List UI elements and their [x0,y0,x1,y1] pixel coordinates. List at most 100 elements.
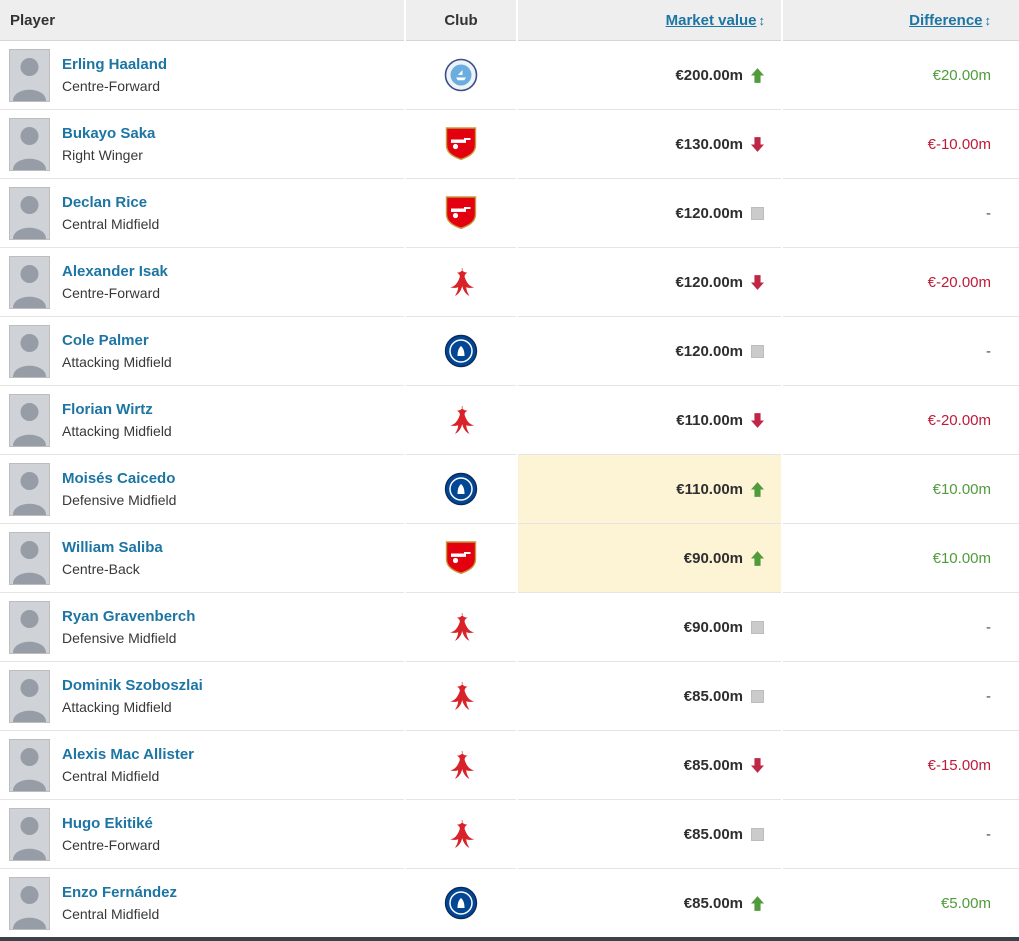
market-value-sort-label: Market value [665,11,757,29]
difference-value: - [781,799,1019,869]
market-value-cell: €200.00m [516,40,782,110]
player-photo[interactable] [9,186,50,240]
player-photo[interactable] [9,876,50,930]
club-crest-chelsea[interactable] [444,472,478,506]
player-position: Attacking Midfield [62,423,172,439]
trend-up-icon [751,67,764,83]
club-crest-liverpool[interactable] [448,750,475,781]
player-photo[interactable] [9,324,50,378]
market-value: €85.00m [683,825,743,843]
trend-down-icon [751,136,764,152]
player-name-link[interactable]: Moisés Caicedo [62,470,176,487]
player-position: Centre-Forward [62,837,161,853]
table-row: Bukayo Saka Right Winger €130.00m €-10.00m [0,109,1019,179]
player-photo[interactable] [9,738,50,792]
player-position: Central Midfield [62,906,160,922]
difference-value: - [781,178,1019,248]
player-photo[interactable] [9,807,50,861]
market-value-cell: €90.00m [516,523,782,593]
player-photo[interactable] [9,255,50,309]
player-photo[interactable] [9,600,50,654]
table-row: Florian Wirtz Attacking Midfield €110.00m €… [0,385,1019,455]
no-change-icon [751,689,764,703]
player-name-link[interactable]: Hugo Ekitiké [62,815,153,832]
market-value: €120.00m [675,204,743,222]
player-position: Attacking Midfield [62,699,172,715]
difference-sort-link[interactable]: Difference ↕ [909,12,991,29]
player-name-link[interactable]: Bukayo Saka [62,125,156,142]
player-name-link[interactable]: William Saliba [62,539,163,556]
market-value-cell: €90.00m [516,592,782,662]
market-value: €200.00m [675,66,743,84]
market-value-sort-link[interactable]: Market value ↕ [666,12,765,29]
market-value: €130.00m [675,135,743,153]
player-photo[interactable] [9,117,50,171]
table-row: Alexis Mac Allister Central Midfield €85.0… [0,730,1019,800]
difference-value: €-20.00m [781,385,1019,455]
difference-value: €10.00m [781,454,1019,524]
market-value-cell: €120.00m [516,247,782,317]
market-value: €85.00m [683,756,743,774]
market-value-cell: €85.00m [516,730,782,800]
club-crest-arsenal[interactable] [444,195,478,231]
market-value: €85.00m [683,687,743,705]
player-position: Defensive Midfield [62,492,177,508]
player-name-link[interactable]: Cole Palmer [62,332,149,349]
market-value-cell: €130.00m [516,109,782,179]
market-value: €110.00m [676,480,743,498]
difference-value: - [781,316,1019,386]
trend-up-icon [751,481,764,497]
club-crest-chelsea[interactable] [444,886,478,920]
player-position: Centre-Back [62,561,140,577]
column-header-player: Player [0,0,405,41]
player-name-link[interactable]: Alexander Isak [62,263,168,280]
table-row: Enzo Fernández Central Midfield €85.00m €5.… [0,868,1019,940]
player-name-link[interactable]: Florian Wirtz [62,401,153,418]
player-photo[interactable] [9,531,50,585]
market-value: €90.00m [683,618,743,636]
player-position: Centre-Forward [62,78,161,94]
player-name-link[interactable]: Ryan Gravenberch [62,608,196,625]
club-crest-liverpool[interactable] [448,612,475,643]
club-crest-arsenal[interactable] [444,540,478,576]
market-value: €90.00m [683,549,743,567]
table-row: Alexander Isak Centre-Forward €120.00m €-20… [0,247,1019,317]
market-value: €110.00m [676,411,743,429]
club-crest-arsenal[interactable] [444,126,478,162]
table-row: Declan Rice Central Midfield €120.00m - [0,178,1019,248]
club-crest-liverpool[interactable] [448,405,475,436]
club-crest-liverpool[interactable] [448,819,475,850]
no-change-icon [751,344,764,358]
trend-down-icon [751,757,764,773]
club-crest-liverpool[interactable] [448,267,475,298]
table-row: Cole Palmer Attacking Midfield €120.00m - [0,316,1019,386]
player-photo[interactable] [9,669,50,723]
trend-up-icon [751,895,764,911]
club-crest-manchester-city[interactable] [444,58,478,92]
trend-up-icon [751,550,764,566]
table-row: William Saliba Centre-Back €90.00m €10.00m [0,523,1019,593]
player-name-link[interactable]: Dominik Szoboszlai [62,677,203,694]
market-value-cell: €85.00m [516,799,782,869]
trend-down-icon [751,412,764,428]
column-header-club: Club [404,0,517,41]
player-photo[interactable] [9,48,50,102]
player-name-link[interactable]: Enzo Fernández [62,884,178,901]
column-header-market-value: Market value ↕ [516,0,782,41]
player-name-link[interactable]: Erling Haaland [62,56,168,73]
player-name-link[interactable]: Alexis Mac Allister [62,746,195,763]
market-value: €120.00m [675,273,743,291]
market-value: €85.00m [683,894,743,912]
player-name-link[interactable]: Declan Rice [62,194,148,211]
difference-value: €-10.00m [781,109,1019,179]
player-photo[interactable] [9,393,50,447]
table-header-row: Player Club Market value ↕ Difference ↕ [0,0,1019,41]
table-row: Dominik Szoboszlai Attacking Midfield €85.… [0,661,1019,731]
club-crest-liverpool[interactable] [448,681,475,712]
market-value-cell: €110.00m [516,454,782,524]
player-position: Centre-Forward [62,285,161,301]
player-photo[interactable] [9,462,50,516]
club-crest-chelsea[interactable] [444,334,478,368]
market-value-cell: €110.00m [516,385,782,455]
